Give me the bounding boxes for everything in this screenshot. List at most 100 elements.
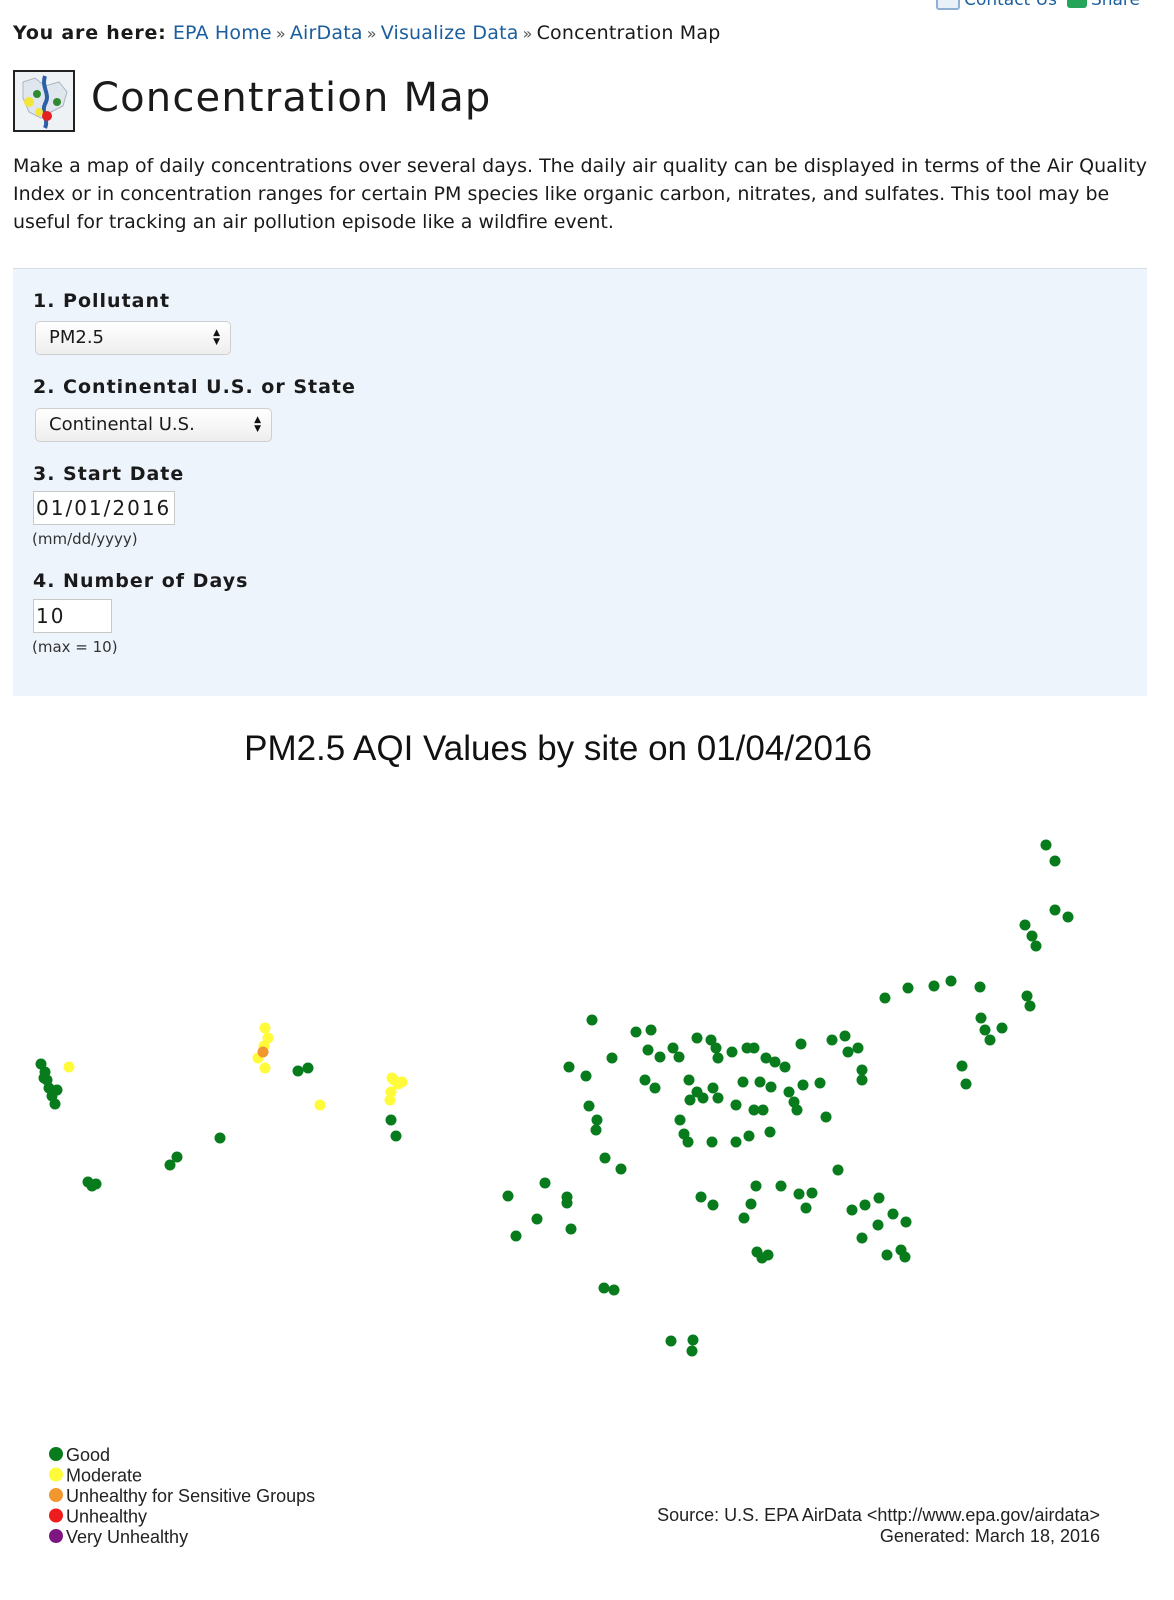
site-markers	[35, 839, 1074, 1357]
start-date-input[interactable]: 01/01/2016	[33, 491, 175, 525]
site-marker-moderate	[259, 1062, 271, 1074]
site-marker-good	[706, 1136, 718, 1148]
site-marker-good	[697, 1092, 709, 1104]
site-marker-moderate	[384, 1094, 396, 1106]
site-marker-good	[846, 1204, 858, 1216]
select-arrows-icon: ▲ ▼	[254, 415, 261, 434]
site-marker-good	[832, 1164, 844, 1176]
site-marker-good	[586, 1014, 598, 1026]
site-marker-good	[779, 1061, 791, 1073]
legend-swatch	[49, 1447, 63, 1461]
site-marker-good	[856, 1064, 868, 1076]
site-marker-good	[645, 1024, 657, 1036]
site-marker-good	[743, 1130, 755, 1142]
breadcrumb-epa-home-link[interactable]: EPA Home	[172, 22, 272, 44]
site-marker-good	[899, 1251, 911, 1263]
site-marker-good	[1049, 904, 1061, 916]
site-marker-good	[712, 1052, 724, 1064]
chart-generated: Generated: March 18, 2016	[880, 1526, 1100, 1546]
site-marker-good	[1062, 911, 1074, 923]
site-marker-good	[583, 1100, 595, 1112]
site-marker-good	[687, 1334, 699, 1346]
site-marker-good	[49, 1098, 61, 1110]
site-marker-good	[1024, 1000, 1036, 1012]
site-marker-moderate	[314, 1099, 326, 1111]
site-marker-good	[881, 1249, 893, 1261]
start-date-hint: (mm/dd/yyyy)	[32, 530, 138, 548]
contact-us-label[interactable]: Contact Us	[964, 0, 1057, 10]
site-marker-good	[826, 1034, 838, 1046]
site-marker-good	[502, 1190, 514, 1202]
site-marker-good	[292, 1065, 304, 1077]
site-marker-good	[691, 1032, 703, 1044]
site-marker-good	[775, 1180, 787, 1192]
site-marker-good	[591, 1114, 603, 1126]
site-marker-good	[302, 1062, 314, 1074]
number-of-days-hint: (max = 10)	[32, 638, 118, 656]
site-marker-good	[1026, 930, 1038, 942]
site-marker-good	[683, 1074, 695, 1086]
site-marker-good	[705, 1034, 717, 1046]
site-marker-good	[754, 1076, 766, 1088]
site-marker-good	[390, 1130, 402, 1142]
share-link[interactable]: Share	[1066, 0, 1140, 10]
site-marker-good	[842, 1046, 854, 1058]
site-marker-good	[639, 1074, 651, 1086]
site-marker-good	[769, 1056, 781, 1068]
site-marker-good	[745, 1198, 757, 1210]
site-marker-moderate	[385, 1086, 397, 1098]
site-marker-good	[1019, 919, 1031, 931]
site-marker-good	[563, 1061, 575, 1073]
chart-title: PM2.5 AQI Values by site on 01/04/2016	[244, 729, 872, 768]
site-marker-good	[510, 1230, 522, 1242]
legend-swatch	[49, 1529, 63, 1543]
site-marker-good	[872, 1219, 884, 1231]
site-marker-good	[757, 1104, 769, 1116]
site-marker-good	[539, 1177, 551, 1189]
site-marker-good	[1030, 940, 1042, 952]
region-selected-value: Continental U.S.	[49, 414, 195, 435]
site-marker-good	[960, 1078, 972, 1090]
site-marker-good	[707, 1082, 719, 1094]
breadcrumb-visualize-data-link[interactable]: Visualize Data	[380, 22, 519, 44]
site-marker-good	[902, 982, 914, 994]
site-marker-good	[665, 1335, 677, 1347]
breadcrumb-airdata-link[interactable]: AirData	[289, 22, 363, 44]
site-marker-good	[682, 1136, 694, 1148]
legend-label: Unhealthy for Sensitive Groups	[66, 1486, 315, 1506]
breadcrumb-prefix: You are here:	[13, 22, 167, 44]
breadcrumb-separator: »	[275, 24, 286, 43]
site-marker-moderate	[396, 1076, 408, 1088]
site-marker-good	[887, 1208, 899, 1220]
legend-swatch	[49, 1467, 63, 1482]
site-marker-good	[738, 1212, 750, 1224]
site-marker-good	[765, 1081, 777, 1093]
site-marker-good	[615, 1163, 627, 1175]
number-of-days-input[interactable]: 10	[33, 599, 112, 633]
site-marker-good	[793, 1188, 805, 1200]
site-marker-good	[565, 1223, 577, 1235]
site-marker-good	[764, 1126, 776, 1138]
site-marker-good	[814, 1077, 826, 1089]
site-marker-good	[748, 1042, 760, 1054]
options-form: 1. Pollutant PM2.5 ▲ ▼ 2. Continental U.S…	[13, 268, 1147, 696]
region-label: 2. Continental U.S. or State	[33, 376, 356, 398]
site-marker-good	[806, 1187, 818, 1199]
site-marker-good	[684, 1094, 696, 1106]
region-select[interactable]: Continental U.S. ▲ ▼	[35, 408, 272, 442]
site-marker-good	[674, 1114, 686, 1126]
site-marker-good	[760, 1052, 772, 1064]
site-marker-good	[879, 992, 891, 1004]
site-marker-good	[1040, 839, 1052, 851]
share-label[interactable]: Share	[1090, 0, 1140, 10]
share-icon	[1066, 0, 1087, 8]
contact-us-link[interactable]: Contact Us	[936, 0, 1057, 10]
site-marker-good	[928, 980, 940, 992]
site-marker-moderate	[259, 1022, 271, 1034]
pollutant-select[interactable]: PM2.5 ▲ ▼	[35, 321, 231, 355]
site-marker-good	[791, 1104, 803, 1116]
site-marker-good	[598, 1282, 610, 1294]
site-marker-good	[590, 1124, 602, 1136]
site-marker-good	[797, 1079, 809, 1091]
